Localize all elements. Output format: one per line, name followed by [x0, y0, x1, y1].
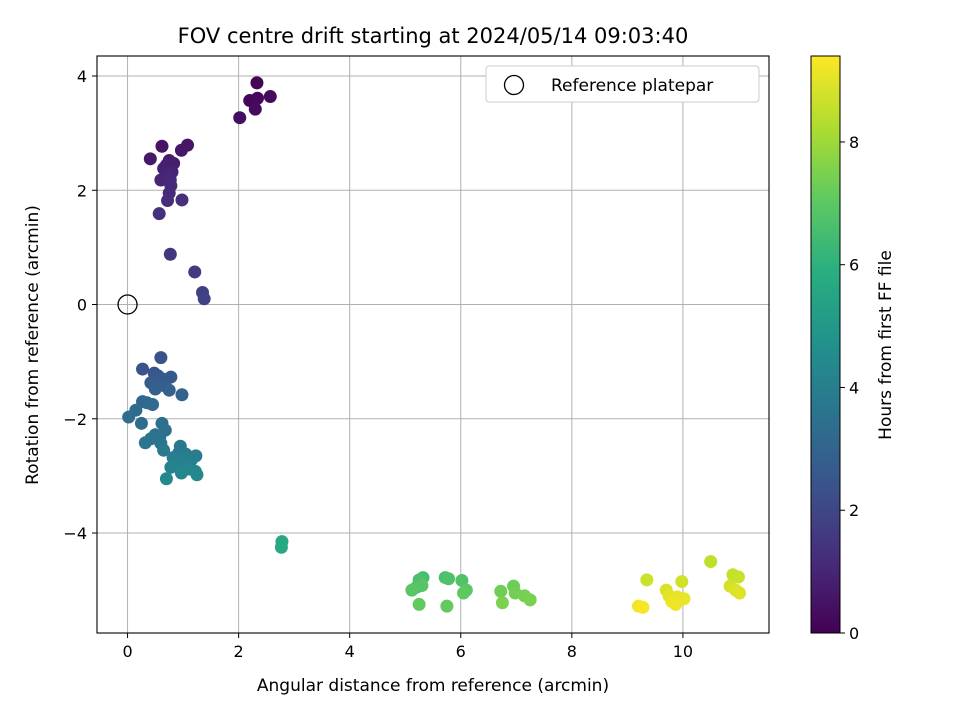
colorbar-tick-label: 6 [849, 256, 859, 275]
legend: Reference platepar [485, 65, 760, 103]
data-point [251, 91, 265, 105]
x-tick-label: 10 [673, 642, 693, 661]
data-point [143, 152, 157, 166]
data-point [495, 596, 509, 610]
data-point [174, 466, 188, 480]
data-point [138, 436, 152, 450]
x-tick-label: 4 [345, 642, 355, 661]
data-point [415, 579, 429, 593]
data-point [248, 102, 262, 116]
data-point [457, 586, 471, 600]
y-tick-label: −2 [63, 410, 87, 429]
y-tick-label: 0 [77, 296, 87, 315]
y-tick-label: 2 [77, 181, 87, 200]
x-tick-label: 6 [456, 642, 466, 661]
data-point [163, 247, 177, 261]
colorbar-tick-label: 4 [849, 378, 859, 397]
y-tick-label: −4 [63, 524, 87, 543]
reference-marker-layer [117, 294, 138, 315]
data-point [494, 584, 508, 598]
data-point [197, 292, 211, 306]
data-point [405, 583, 419, 597]
data-point [675, 575, 689, 589]
colorbar-ticks: 0 2 4 6 8 [840, 133, 859, 643]
data-point [636, 600, 650, 614]
data-point [157, 443, 171, 457]
colorbar-tick-label: 0 [849, 624, 859, 643]
y-axis-ticks: −4 −2 0 2 4 [63, 67, 97, 543]
x-tick-label: 8 [567, 642, 577, 661]
colorbar-tick-label: 2 [849, 501, 859, 520]
colorbar-label: Hours from first FF file [876, 250, 896, 440]
data-point [159, 472, 173, 486]
data-point [155, 139, 169, 153]
data-point [669, 597, 683, 611]
data-point [455, 573, 469, 587]
y-tick-label: 4 [77, 67, 87, 86]
data-point [146, 397, 160, 411]
colorbar: 0 2 4 6 8 Hours from first FF file [810, 55, 896, 643]
reference-platepar-marker [117, 294, 138, 315]
data-point [190, 468, 204, 482]
data-point [134, 416, 148, 430]
data-point [233, 111, 247, 125]
data-point [175, 193, 189, 207]
data-point [733, 586, 747, 600]
data-point [136, 362, 150, 376]
data-point [175, 388, 189, 402]
data-point [122, 410, 136, 424]
x-axis-ticks: 0 2 4 6 8 10 [122, 633, 693, 661]
x-tick-label: 0 [122, 642, 132, 661]
data-point [640, 573, 654, 587]
colorbar-tick-label: 8 [849, 133, 859, 152]
data-point [250, 76, 264, 90]
y-axis-label: Rotation from reference (arcmin) [23, 205, 43, 485]
data-point [704, 555, 718, 569]
data-points [122, 76, 747, 614]
plot-frame [96, 55, 770, 634]
data-point [274, 540, 288, 554]
data-point [164, 460, 178, 474]
colorbar-gradient [810, 55, 841, 634]
data-point [148, 382, 162, 396]
legend-marker-reference [503, 74, 525, 96]
x-tick-label: 2 [234, 642, 244, 661]
data-point [442, 572, 456, 586]
data-point [154, 351, 168, 365]
data-point [523, 593, 537, 607]
data-point [174, 143, 188, 157]
chart-title: FOV centre drift starting at 2024/05/14 … [178, 24, 689, 48]
data-point [412, 597, 426, 611]
x-axis-label: Angular distance from reference (arcmin) [257, 676, 609, 696]
grid [97, 56, 769, 633]
data-point [161, 194, 175, 208]
data-point [188, 265, 202, 279]
data-point [152, 207, 166, 221]
data-point [162, 383, 176, 397]
data-point [731, 570, 745, 584]
data-point [440, 599, 454, 613]
data-point [263, 90, 277, 104]
legend-entry-reference-platepar: Reference platepar [551, 76, 713, 96]
data-point [154, 173, 168, 187]
legend-box [485, 65, 760, 103]
